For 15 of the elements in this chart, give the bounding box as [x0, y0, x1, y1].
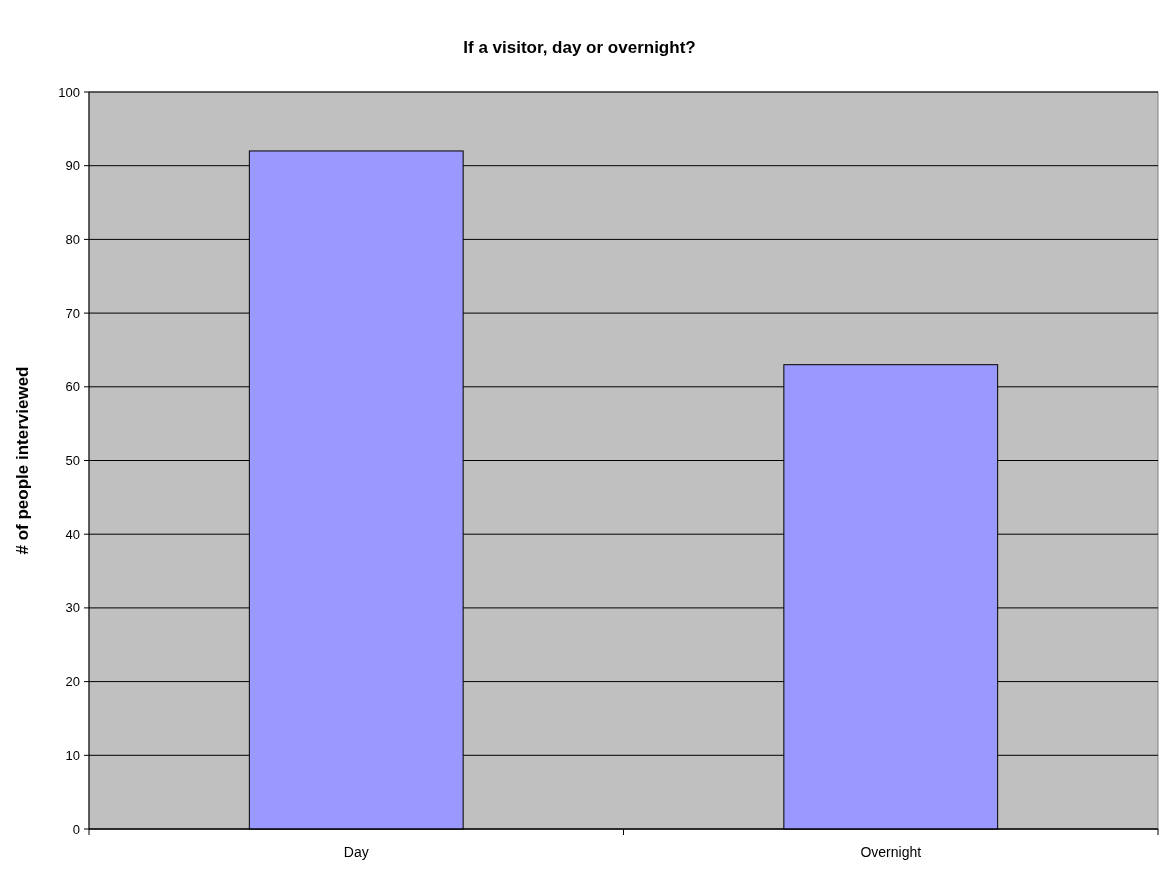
x-tick-label: Day: [343, 844, 369, 860]
y-axis-title: # of people interviewed: [13, 366, 32, 555]
y-tick-label: 0: [72, 821, 80, 837]
y-tick-label: 70: [65, 305, 80, 321]
chart-title: If a visitor, day or overnight?: [463, 38, 696, 57]
y-tick-label: 100: [58, 84, 80, 100]
y-tick-label: 10: [65, 747, 80, 763]
y-tick-label: 20: [65, 674, 80, 690]
y-tick-label: 50: [65, 453, 80, 469]
y-tick-label: 60: [65, 379, 80, 395]
y-tick-label: 40: [65, 526, 80, 542]
y-tick-label: 30: [65, 600, 80, 616]
y-tick-label: 90: [65, 158, 80, 174]
x-tick-label: Overnight: [860, 844, 922, 860]
y-tick-label: 80: [65, 231, 80, 247]
